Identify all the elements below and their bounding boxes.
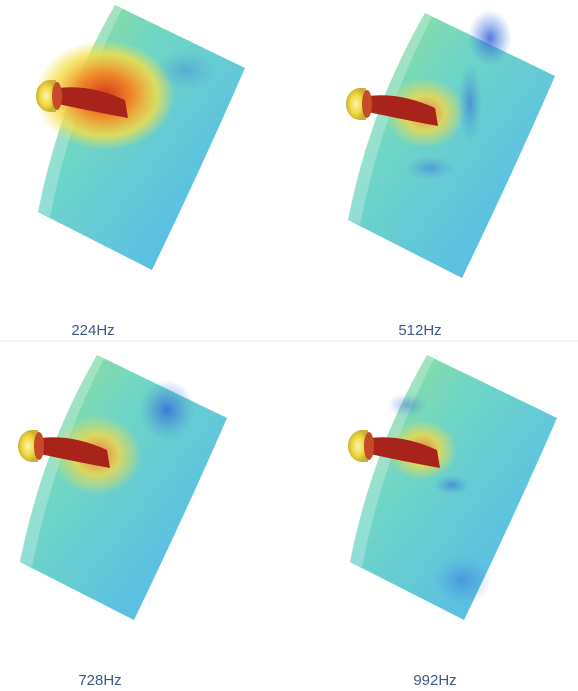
panel-label: 728Hz (78, 672, 121, 689)
panel-label: 992Hz (413, 672, 456, 689)
panel-label: 512Hz (398, 322, 441, 339)
panel-label: 224Hz (71, 322, 114, 339)
panel-2 (346, 10, 555, 278)
panel-4 (348, 355, 557, 620)
panel-1: 224Hz (35, 5, 245, 339)
panel-3 (18, 355, 227, 620)
